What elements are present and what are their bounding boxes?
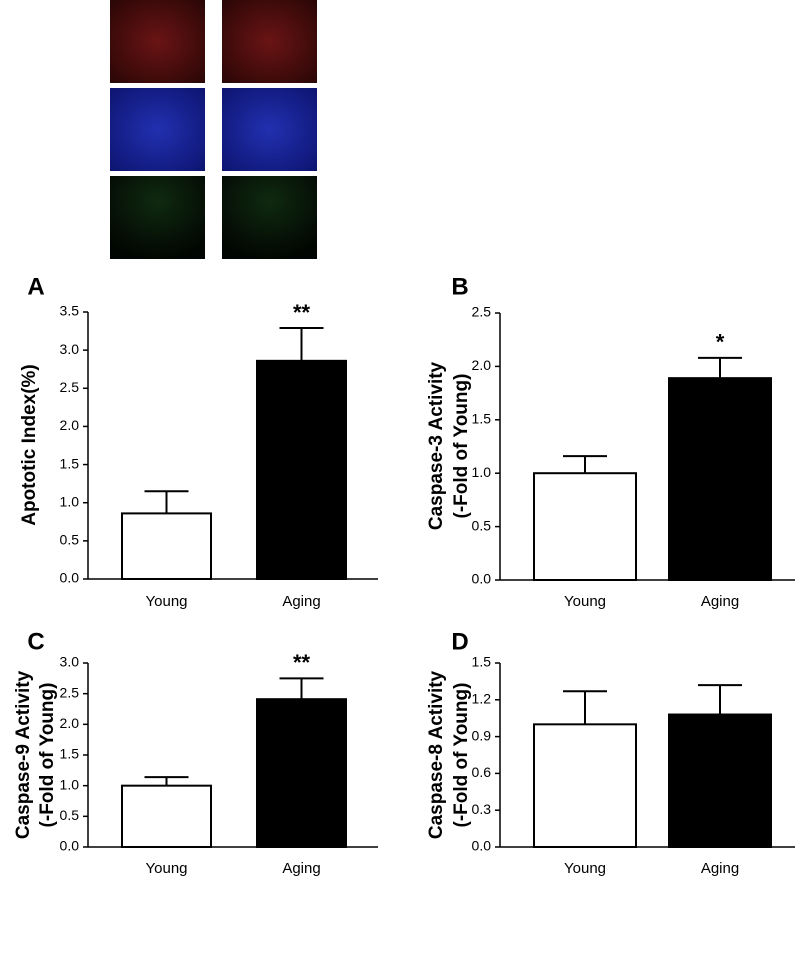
panel-letter: B [451,273,468,300]
bar [256,698,347,848]
y-tick-label: 0.5 [60,807,80,823]
y-tick-label: 0.0 [472,838,492,854]
y-tick-label: 1.0 [472,464,492,480]
panel-letter: C [27,628,44,655]
y-tick-label: 3.0 [60,654,80,670]
panel-letter: D [451,628,468,655]
micrograph [222,176,317,259]
y-tick-label: 1.0 [60,776,80,792]
y-tick-label: 1.5 [472,654,492,670]
x-tick-label: Young [146,593,188,610]
y-axis-label: (-Fold of Young) [37,683,58,828]
y-axis-label: Caspase-8 Activity [426,670,447,839]
y-tick-label: 2.0 [60,417,80,433]
y-tick-label: 1.5 [60,746,80,762]
y-tick-label: 1.5 [60,455,80,471]
bar [121,512,212,580]
bar [121,784,212,849]
y-axis-label: (-Fold of Young) [451,683,472,828]
micrograph [110,88,205,171]
y-tick-label: 0.0 [60,838,80,854]
y-tick-label: 0.0 [472,571,492,587]
bar [533,472,637,582]
panel-letter: A [27,273,44,300]
micrograph [110,0,205,83]
y-tick-label: 3.0 [60,341,80,357]
y-tick-label: 0.6 [472,764,492,780]
y-tick-label: 3.5 [60,303,80,319]
y-tick-label: 2.5 [60,379,80,395]
y-tick-label: 0.9 [472,727,492,743]
micrograph [222,0,317,83]
x-tick-label: Young [564,593,606,610]
y-tick-label: 0.5 [60,532,80,548]
y-tick-label: 0.3 [472,801,492,817]
bar [668,377,772,582]
y-tick-label: 1.5 [472,411,492,427]
y-tick-label: 2.0 [472,357,492,373]
y-axis-label: Caspase-9 Activity [13,670,34,839]
y-tick-label: 1.2 [472,691,492,707]
y-tick-label: 0.5 [472,517,492,533]
x-tick-label: Aging [701,593,739,610]
y-tick-label: 1.0 [60,493,80,509]
bar [668,713,772,849]
bar [256,359,347,580]
x-tick-label: Aging [282,593,320,610]
y-tick-label: 2.5 [60,684,80,700]
significance-marker: ** [293,300,311,325]
y-tick-label: 2.5 [472,304,492,320]
micrograph [110,176,205,259]
y-axis-label: Caspase-3 Activity [426,361,447,530]
x-tick-label: Young [564,860,606,877]
micrographs [110,0,317,259]
bar [533,723,637,848]
micrograph [222,88,317,171]
significance-marker: * [716,330,725,355]
x-tick-label: Aging [282,860,320,877]
y-tick-label: 2.0 [60,715,80,731]
y-axis-label: Apototic Index(%) [19,364,40,526]
y-axis-label: (-Fold of Young) [451,374,472,519]
x-tick-label: Young [146,860,188,877]
significance-marker: ** [293,650,311,675]
x-tick-label: Aging [701,860,739,877]
y-tick-label: 0.0 [60,570,80,586]
